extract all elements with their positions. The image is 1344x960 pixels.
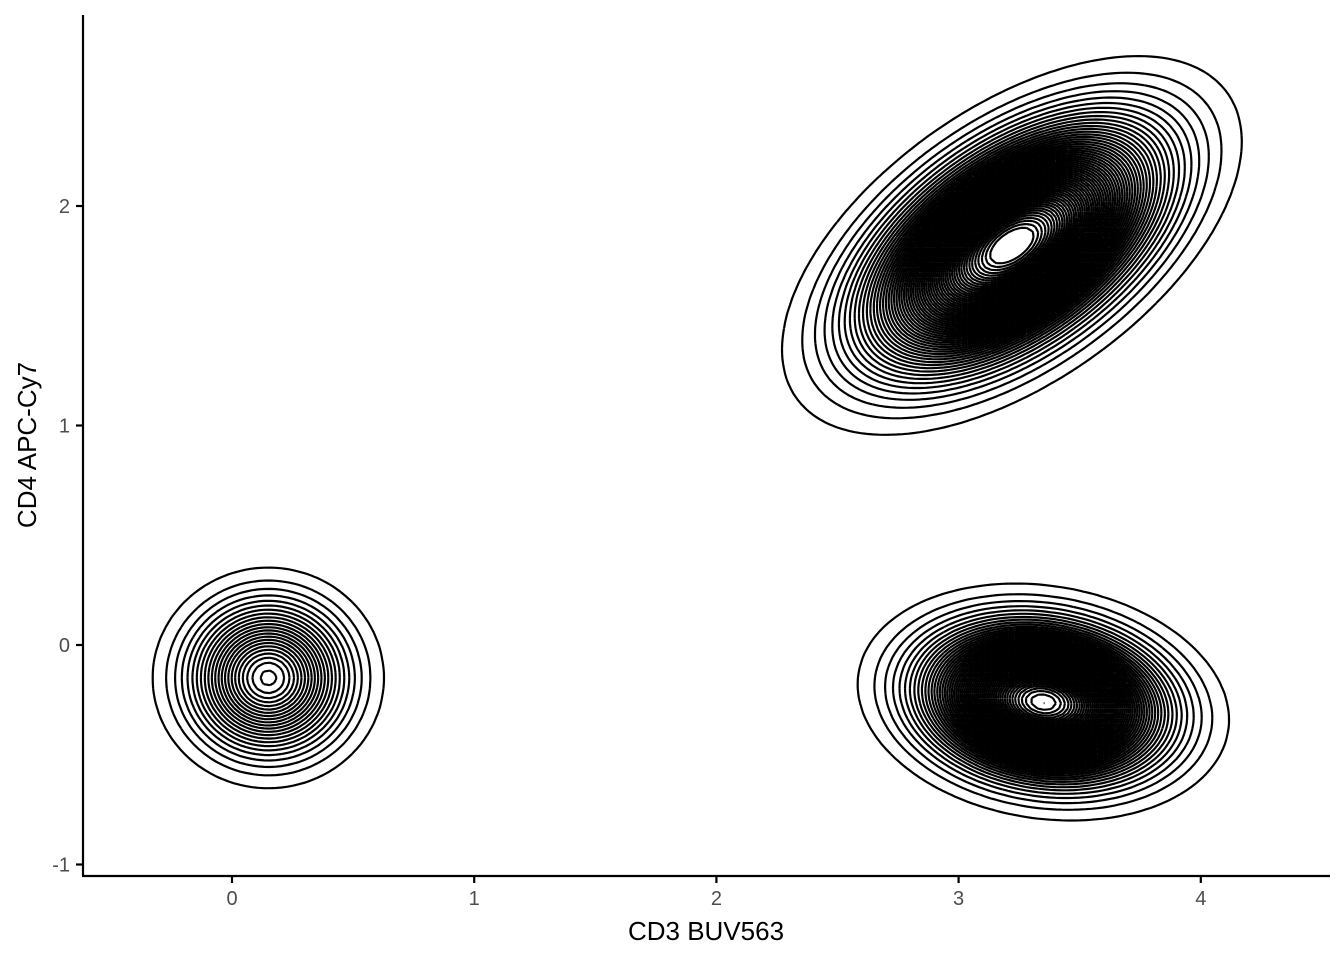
contour-line xyxy=(937,184,1097,737)
contour-line xyxy=(925,173,1108,744)
contour-line xyxy=(914,164,1118,750)
contour-line xyxy=(971,211,1057,711)
contour-line xyxy=(960,202,1073,722)
contour-line xyxy=(977,216,1047,275)
contour-line xyxy=(237,142,1141,765)
contour-line xyxy=(220,130,1154,773)
contour-line xyxy=(929,177,1104,742)
contour-line xyxy=(151,55,1243,822)
contour-line xyxy=(939,186,1094,735)
contour-line xyxy=(974,214,1050,705)
y-tick-label: 1 xyxy=(59,416,70,438)
contour-line xyxy=(916,166,1116,749)
y-tick-label: 2 xyxy=(59,196,70,218)
x-axis-title: CD3 BUV563 xyxy=(628,916,784,946)
contour-line xyxy=(984,222,1040,269)
contour-line xyxy=(210,121,1163,779)
x-tick-label: 4 xyxy=(1195,888,1206,910)
contour-line xyxy=(957,200,1076,723)
contour-line xyxy=(953,196,1081,727)
contour-line xyxy=(920,170,1112,747)
contour-line xyxy=(968,209,1063,715)
contour-line xyxy=(922,172,1110,745)
x-axis-ticks: 0 1 2 3 4 xyxy=(226,876,1206,910)
density-contours xyxy=(151,55,1243,822)
x-tick-label: 0 xyxy=(226,888,237,910)
contour-line xyxy=(186,96,1193,795)
x-tick-label: 2 xyxy=(711,888,722,910)
contour-line xyxy=(207,118,1166,781)
contour-line xyxy=(918,168,1114,748)
contour-line xyxy=(965,207,1066,717)
contour-line xyxy=(230,138,1146,768)
contour-line xyxy=(955,198,1079,725)
y-axis-title: CD4 APC-Cy7 xyxy=(12,362,42,528)
contour-line xyxy=(180,90,1201,800)
contour-line xyxy=(902,155,1128,757)
contour-line xyxy=(223,133,1151,771)
contour-line xyxy=(259,151,1132,759)
y-axis-ticks: -1 0 1 2 xyxy=(52,196,83,877)
contour-line xyxy=(195,106,1181,789)
contour-line xyxy=(227,135,1148,770)
contour-line xyxy=(214,124,1160,777)
contour-line xyxy=(165,71,1223,811)
contour-line xyxy=(900,153,1130,758)
contour-line xyxy=(234,140,1143,766)
contour-line xyxy=(944,189,1090,733)
contour-line xyxy=(203,114,1171,783)
contour-line xyxy=(246,147,1136,762)
x-tick-label: 1 xyxy=(469,888,480,910)
contour-line xyxy=(174,82,1210,805)
contour-line xyxy=(931,179,1103,740)
contour-line xyxy=(948,193,1086,730)
contour-line xyxy=(980,219,1043,272)
y-tick-label: 0 xyxy=(59,635,70,657)
contour-line xyxy=(251,149,1134,761)
contour-line xyxy=(989,226,1035,265)
contour-line xyxy=(962,204,1070,720)
contour-line xyxy=(199,111,1175,786)
y-tick-label: -1 xyxy=(52,855,70,877)
contour-line xyxy=(912,163,1120,751)
contour-line xyxy=(942,187,1092,734)
contour-line xyxy=(217,127,1157,775)
contour-line xyxy=(905,157,1126,755)
contour-line xyxy=(946,191,1088,731)
x-tick-label: 3 xyxy=(953,888,964,910)
contour-line xyxy=(950,195,1083,728)
contour-line xyxy=(909,161,1122,753)
contour-line xyxy=(191,101,1186,792)
contour-line xyxy=(933,180,1101,739)
contour-line xyxy=(935,182,1099,738)
contour-line xyxy=(907,159,1124,754)
contour-line xyxy=(927,175,1106,743)
contour-line xyxy=(241,145,1139,764)
